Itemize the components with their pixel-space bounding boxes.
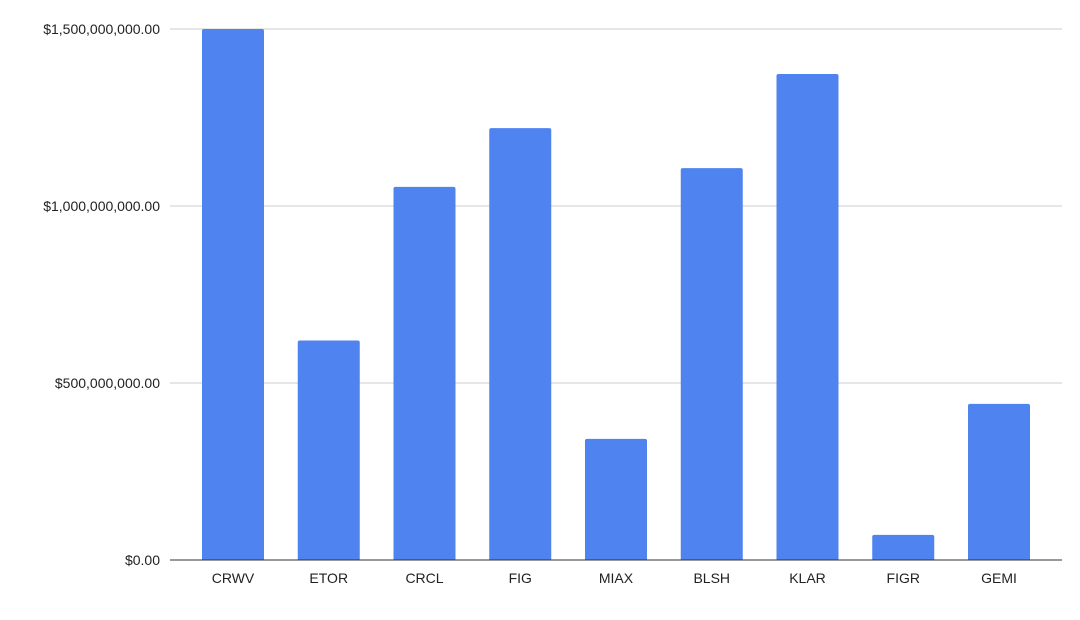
x-tick-label: ETOR [309, 570, 348, 586]
x-tick-label: FIGR [887, 570, 920, 586]
y-tick-label: $1,500,000,000.00 [43, 21, 160, 37]
bar-crcl [393, 186, 456, 560]
x-tick-label: MIAX [599, 570, 634, 586]
x-tick-label: GEMI [981, 570, 1017, 586]
y-tick-label: $1,000,000,000.00 [43, 198, 160, 214]
bars [202, 29, 1030, 560]
x-axis-tick-labels: CRWV ETOR CRCL FIG MIAX BLSH KLAR FIGR GEMI [212, 570, 1017, 586]
x-tick-label: KLAR [789, 570, 826, 586]
y-tick-label: $500,000,000.00 [55, 375, 160, 391]
bar-blsh [680, 168, 743, 560]
bar-etor [297, 340, 360, 560]
bar-crwv [202, 29, 264, 560]
x-tick-label: FIG [509, 570, 532, 586]
y-tick-label: $0.00 [125, 552, 160, 568]
bar-klar [776, 73, 839, 560]
x-tick-label: CRCL [405, 570, 443, 586]
bar-gemi [968, 403, 1030, 560]
y-axis-tick-labels: $0.00 $500,000,000.00 $1,000,000,000.00 $1,… [43, 21, 160, 568]
gridlines [170, 28, 1062, 384]
x-tick-label: CRWV [212, 570, 255, 586]
x-tick-label: BLSH [693, 570, 730, 586]
bar-miax [585, 438, 647, 560]
bar-fig [489, 128, 552, 560]
bar-figr [872, 534, 935, 560]
